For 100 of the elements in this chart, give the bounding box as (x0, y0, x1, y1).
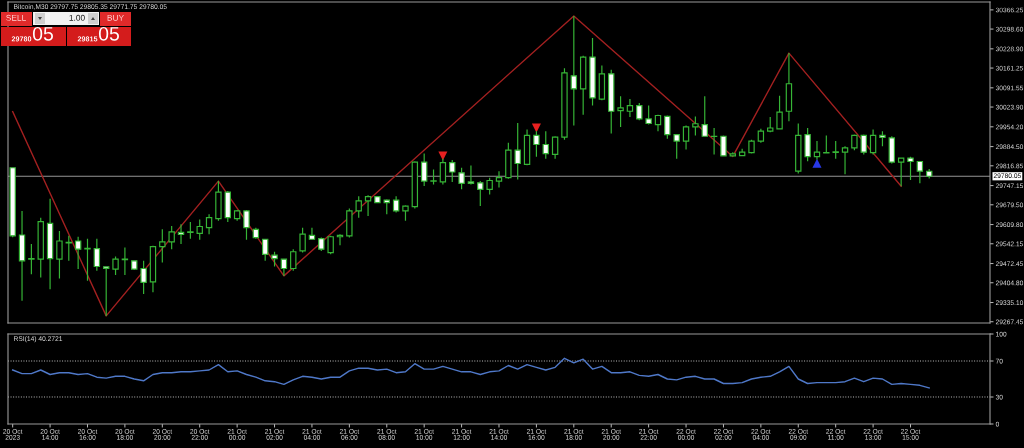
candlestick (664, 114, 671, 140)
candlestick (383, 198, 390, 215)
candlestick (46, 198, 54, 290)
candlestick (327, 235, 334, 255)
candlestick (364, 194, 372, 217)
annotation: 05 (98, 26, 119, 41)
candlestick (673, 133, 680, 160)
candlestick (832, 140, 839, 160)
candlestick (252, 227, 260, 240)
candlestick (430, 168, 437, 186)
candlestick (102, 265, 110, 317)
candlestick (346, 208, 353, 239)
candlestick (177, 223, 185, 245)
candlestick (65, 235, 72, 262)
candlestick (187, 221, 194, 240)
candlestick (336, 233, 344, 246)
candlestick (682, 124, 690, 151)
candlestick (720, 134, 727, 157)
candlestick (168, 225, 175, 250)
candlestick (851, 133, 858, 151)
candlestick (514, 122, 521, 180)
candlestick (551, 135, 559, 160)
candlestick (617, 95, 624, 128)
candlestick (542, 130, 549, 160)
candlestick (374, 195, 381, 204)
candlestick (916, 160, 924, 184)
candlestick (608, 69, 615, 134)
candlestick (748, 139, 755, 155)
annotation: 05 (32, 26, 53, 41)
candlestick (598, 64, 606, 101)
candlestick (93, 238, 101, 272)
candlestick (795, 122, 802, 175)
candlestick (486, 177, 493, 196)
candlestick (159, 228, 166, 264)
candlestick (121, 246, 129, 276)
candlestick (626, 98, 634, 118)
candlestick (37, 217, 44, 279)
candlestick (56, 230, 63, 280)
line-series (11, 357, 930, 389)
candlestick (645, 105, 652, 126)
candlestick (692, 115, 699, 136)
candlestick (561, 67, 568, 141)
candlestick (318, 236, 325, 252)
candlestick (308, 227, 316, 241)
candlestick (477, 180, 484, 207)
candlestick (823, 134, 830, 155)
candlestick (888, 135, 896, 165)
candlestick (280, 257, 288, 277)
candlestick (701, 95, 708, 138)
candlestick (449, 159, 456, 183)
candlestick (907, 156, 914, 181)
candlestick (570, 15, 578, 127)
candlestick (897, 156, 905, 187)
candlestick (84, 238, 91, 282)
annotation: 1.00 (69, 14, 85, 21)
candlestick (271, 251, 278, 268)
candlestick (261, 238, 269, 262)
candlestick (131, 259, 138, 271)
candlestick (654, 114, 662, 132)
candlestick (196, 218, 203, 241)
candlestick (18, 210, 26, 302)
candlestick (804, 127, 811, 162)
candlestick (589, 37, 596, 107)
candlestick (458, 167, 465, 190)
candlestick (224, 190, 231, 223)
candlestick (411, 160, 419, 210)
candlestick (112, 255, 119, 276)
point (812, 158, 822, 168)
candlestick (738, 148, 746, 157)
candlestick (860, 133, 867, 155)
candlestick (841, 145, 849, 175)
candlestick (420, 152, 428, 187)
candlestick (926, 168, 933, 180)
candlestick (636, 102, 643, 121)
annotation: BUY (107, 14, 124, 21)
candlestick (149, 245, 157, 293)
candlestick (785, 52, 793, 122)
candlestick (205, 213, 213, 235)
candlestick (710, 127, 718, 155)
candlestick (523, 128, 531, 166)
candlestick (299, 227, 306, 254)
candlestick (28, 243, 35, 275)
candlestick (495, 170, 503, 189)
candlestick (402, 204, 409, 222)
candlestick (243, 209, 250, 241)
candlestick (392, 195, 400, 214)
candlestick (869, 128, 877, 155)
candlestick (729, 151, 737, 157)
candlestick (757, 128, 765, 144)
candlestick (140, 260, 147, 295)
candlestick (9, 166, 16, 238)
annotation: SELL (6, 14, 26, 21)
candlestick (74, 236, 82, 270)
candlestick (579, 55, 587, 116)
candlestick (215, 180, 222, 222)
candlestick (290, 248, 297, 272)
candlestick (767, 116, 774, 133)
candlestick (355, 195, 362, 219)
candlestick (467, 164, 475, 186)
candlestick (233, 209, 241, 222)
